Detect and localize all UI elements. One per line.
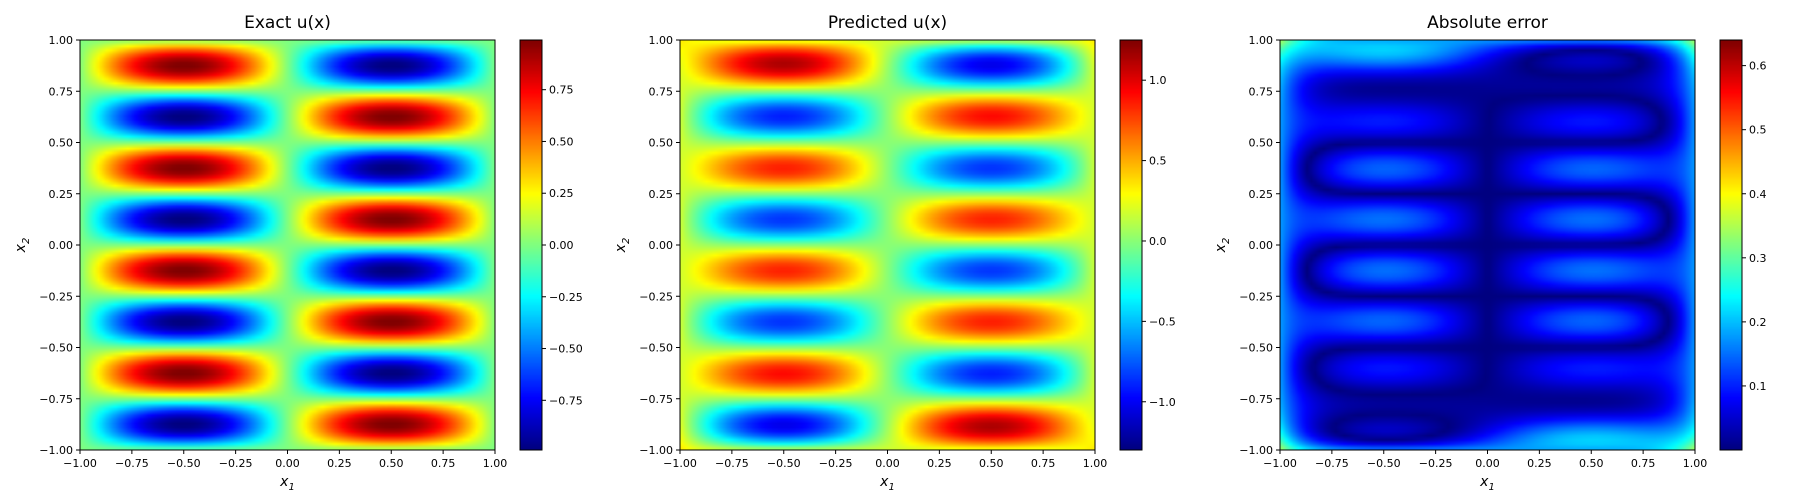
x-tick-label: 0.50 xyxy=(379,457,404,470)
predicted-panel: Predicted u(x) −1.00 −0.75 −0.50 −0.25 0.00 0.… xyxy=(613,13,1176,493)
y-tick-label: −1.00 xyxy=(39,444,73,457)
heatmap-image xyxy=(80,40,495,450)
x-tick-label: −0.25 xyxy=(819,457,853,470)
y-tick-label: −1.00 xyxy=(639,444,673,457)
y-tick-label: 1.00 xyxy=(649,34,674,47)
y-tick-label: 1.00 xyxy=(1249,34,1274,47)
y-tick-label: 0.75 xyxy=(1249,85,1274,98)
y-tick-label: 0.00 xyxy=(649,239,674,252)
y-axis-label: x2 xyxy=(13,238,32,254)
y-tick-label: 1.00 xyxy=(49,34,74,47)
colorbar xyxy=(520,40,542,450)
colorbar-tick-label: 0.50 xyxy=(549,135,574,148)
colorbar-tick-label: 0.6 xyxy=(1749,60,1767,73)
colorbar-tick-label: 1.0 xyxy=(1149,74,1167,87)
x-tick-label: 0.00 xyxy=(1475,457,1500,470)
x-tick-label: 0.50 xyxy=(979,457,1004,470)
heatmap-image xyxy=(680,40,1095,450)
x-tick-label: −0.50 xyxy=(167,457,201,470)
colorbar-frame xyxy=(1119,39,1143,451)
error-panel: Absolute error −1.00 −0.75 −0.50 −0.25 0.00 0.… xyxy=(1213,13,1767,493)
y-tick-label: −0.25 xyxy=(1239,290,1273,303)
y-tick-label: −0.50 xyxy=(1239,342,1273,355)
chart-title: Predicted u(x) xyxy=(828,13,947,33)
y-tick-label: 0.75 xyxy=(49,85,74,98)
colorbar-tick-label: 0.25 xyxy=(549,187,574,200)
y-tick-label: 0.50 xyxy=(49,137,74,150)
x-tick-label: 0.00 xyxy=(275,457,300,470)
colorbar-tick-label: 0.4 xyxy=(1749,188,1767,201)
colorbar xyxy=(1720,40,1742,450)
x-tick-label: 1.00 xyxy=(1683,457,1708,470)
chart-title: Exact u(x) xyxy=(244,13,331,33)
x-tick-label: −0.25 xyxy=(219,457,253,470)
y-axis-label: x2 xyxy=(1213,238,1232,254)
exact-panel: Exact u(x) −1.00 −0.75 −0.50 −0.25 0.00 0.25 0.… xyxy=(13,13,583,493)
x-tick-label: 0.00 xyxy=(875,457,900,470)
x-tick-label: −0.75 xyxy=(715,457,749,470)
x-tick-label: 0.75 xyxy=(431,457,456,470)
x-axis-label: x1 xyxy=(279,474,295,493)
y-tick-label: 0.25 xyxy=(649,188,674,201)
colorbar-frame xyxy=(1719,39,1743,451)
y-tick-label: −0.25 xyxy=(39,290,73,303)
y-tick-label: 0.00 xyxy=(1249,239,1274,252)
x-tick-label: 1.00 xyxy=(1083,457,1108,470)
x-tick-label: 0.50 xyxy=(1579,457,1604,470)
y-tick-label: −0.50 xyxy=(639,342,673,355)
y-tick-label: −0.75 xyxy=(639,393,673,406)
y-axis-label: x2 xyxy=(613,238,632,254)
colorbar-tick-label: −1.0 xyxy=(1149,396,1176,409)
heatmap-image xyxy=(1280,40,1695,450)
y-tick-label: −0.25 xyxy=(639,290,673,303)
colorbar-tick-label: 0.00 xyxy=(549,239,574,252)
y-tick-label: 0.00 xyxy=(49,239,74,252)
colorbar-tick-label: 0.1 xyxy=(1749,380,1767,393)
colorbar-tick-label: −0.75 xyxy=(549,394,583,407)
y-tick-label: 0.50 xyxy=(1249,137,1274,150)
x-axis-label: x1 xyxy=(879,474,895,493)
x-tick-label: 0.75 xyxy=(1631,457,1656,470)
y-tick-label: 0.25 xyxy=(49,188,74,201)
y-tick-label: 0.75 xyxy=(649,85,674,98)
y-tick-label: −1.00 xyxy=(1239,444,1273,457)
colorbar-tick-label: −0.25 xyxy=(549,291,583,304)
y-tick-label: −0.50 xyxy=(39,342,73,355)
x-tick-label: 0.25 xyxy=(927,457,952,470)
x-tick-label: −0.50 xyxy=(1367,457,1401,470)
x-tick-label: −0.50 xyxy=(767,457,801,470)
x-tick-label: −0.75 xyxy=(115,457,149,470)
colorbar-tick-label: 0.2 xyxy=(1749,316,1767,329)
x-axis-label: x1 xyxy=(1479,474,1495,493)
colorbar-tick-label: −0.50 xyxy=(549,343,583,356)
y-tick-label: 0.25 xyxy=(1249,188,1274,201)
x-tick-label: 0.75 xyxy=(1031,457,1056,470)
y-tick-label: −0.75 xyxy=(39,393,73,406)
colorbar-tick-label: 0.75 xyxy=(549,84,574,97)
colorbar xyxy=(1120,40,1142,450)
colorbar-tick-label: 0.0 xyxy=(1149,235,1167,248)
x-tick-label: 0.25 xyxy=(327,457,352,470)
x-tick-label: −1.00 xyxy=(663,457,697,470)
x-tick-label: −0.25 xyxy=(1419,457,1453,470)
x-tick-label: 0.25 xyxy=(1527,457,1552,470)
y-tick-label: −0.75 xyxy=(1239,393,1273,406)
colorbar-tick-label: 0.5 xyxy=(1749,124,1767,137)
colorbar-tick-label: 0.5 xyxy=(1149,155,1167,168)
colorbar-tick-label: −0.5 xyxy=(1149,315,1176,328)
x-tick-label: −0.75 xyxy=(1315,457,1349,470)
x-tick-label: −1.00 xyxy=(1263,457,1297,470)
colorbar-tick-label: 0.3 xyxy=(1749,252,1767,265)
x-tick-label: 1.00 xyxy=(483,457,508,470)
x-tick-label: −1.00 xyxy=(63,457,97,470)
y-tick-label: 0.50 xyxy=(649,137,674,150)
chart-title: Absolute error xyxy=(1427,13,1548,33)
